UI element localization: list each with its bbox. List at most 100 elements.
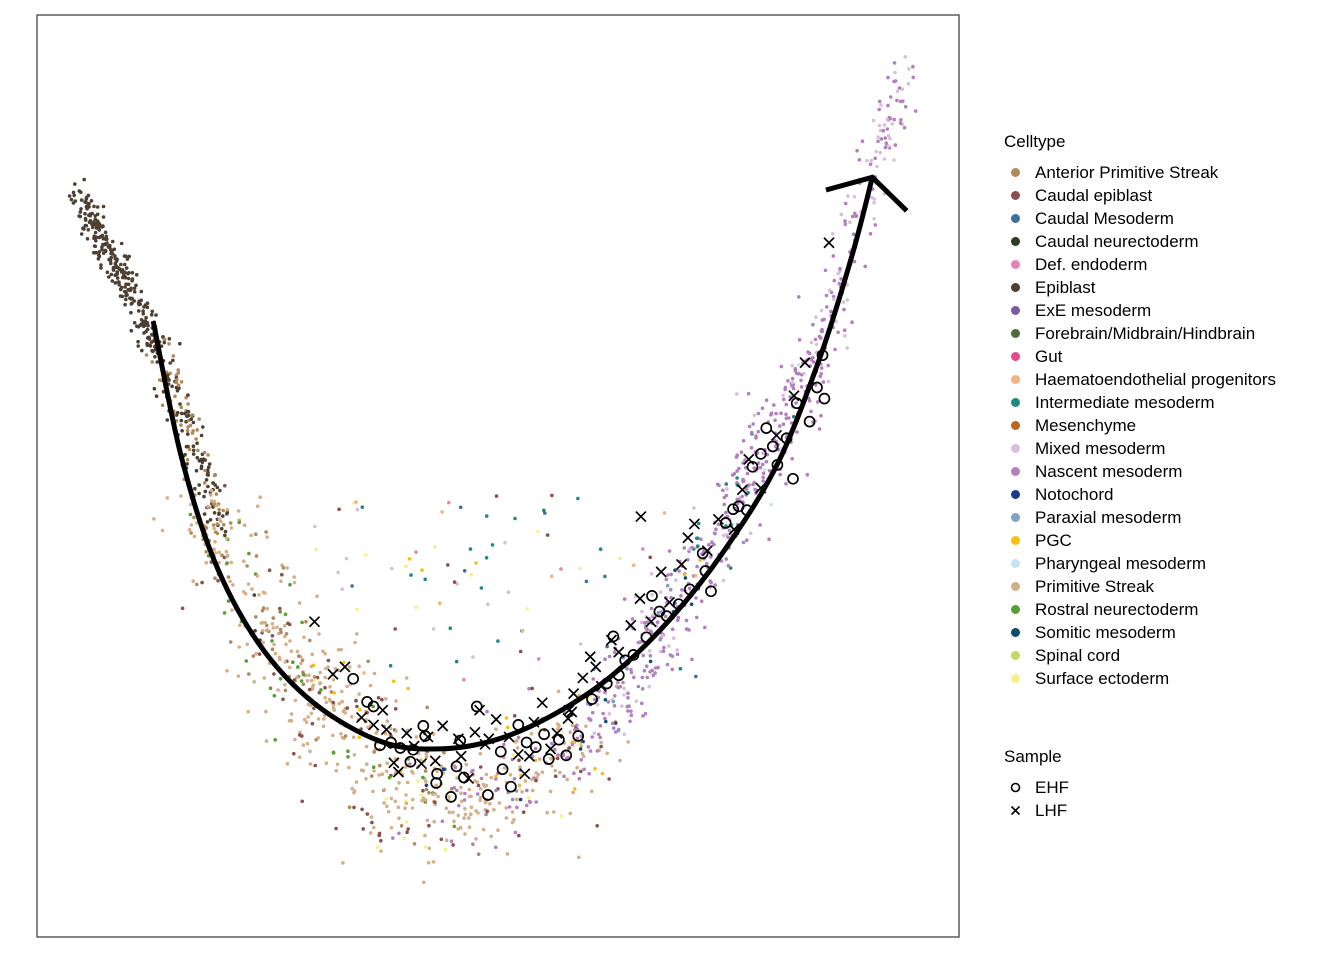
cell-point bbox=[369, 774, 374, 778]
cell-point bbox=[881, 128, 886, 133]
cell-point bbox=[276, 688, 280, 692]
cell-point bbox=[267, 568, 272, 572]
cell-point bbox=[485, 709, 489, 714]
cell-point bbox=[107, 257, 111, 262]
cell-point bbox=[767, 537, 771, 541]
cell-point bbox=[868, 162, 873, 166]
cell-point bbox=[852, 195, 857, 199]
cell-point bbox=[821, 380, 826, 384]
cell-point bbox=[752, 466, 756, 471]
legend-color-key bbox=[1011, 605, 1020, 614]
cell-point bbox=[735, 476, 739, 480]
lhf-marker bbox=[355, 711, 368, 724]
lhf-marker bbox=[473, 704, 486, 716]
legend-label: Forebrain/Midbrain/Hindbrain bbox=[1035, 324, 1256, 343]
cell-point bbox=[879, 103, 883, 107]
cell-point bbox=[405, 780, 410, 785]
cell-point bbox=[452, 786, 457, 790]
cell-point bbox=[793, 366, 798, 371]
cell-point bbox=[99, 266, 103, 270]
cell-point bbox=[631, 563, 636, 568]
cell-point bbox=[288, 639, 292, 643]
cell-point bbox=[629, 713, 634, 717]
cell-point bbox=[740, 494, 744, 499]
cell-point bbox=[350, 786, 355, 791]
legend-label: Caudal Mesoderm bbox=[1035, 209, 1174, 228]
ehf-marker bbox=[430, 777, 443, 789]
legend-label: Primitive Streak bbox=[1035, 577, 1155, 596]
cell-point bbox=[819, 336, 823, 340]
cell-point bbox=[288, 582, 292, 587]
cell-point bbox=[134, 283, 138, 288]
cell-point bbox=[772, 403, 776, 407]
cell-point bbox=[813, 337, 818, 342]
cell-point bbox=[309, 678, 314, 683]
cell-point bbox=[195, 441, 199, 446]
cell-point bbox=[90, 225, 95, 230]
cell-point bbox=[581, 754, 586, 759]
cell-point bbox=[892, 117, 896, 122]
cell-point bbox=[292, 575, 297, 579]
ehf-marker bbox=[470, 700, 483, 713]
cell-point bbox=[424, 752, 429, 756]
cell-point bbox=[474, 837, 478, 841]
cell-point bbox=[607, 712, 612, 716]
cell-point bbox=[662, 645, 666, 650]
cell-points bbox=[67, 55, 918, 885]
cell-point bbox=[606, 700, 611, 704]
cell-point bbox=[406, 827, 411, 831]
cell-point bbox=[481, 827, 486, 832]
cell-point bbox=[883, 145, 888, 150]
cell-point bbox=[208, 518, 213, 522]
cell-point bbox=[796, 363, 801, 367]
cell-point bbox=[199, 464, 204, 469]
cell-point bbox=[178, 341, 182, 346]
cell-point bbox=[261, 640, 266, 645]
lhf-marker bbox=[437, 720, 449, 732]
cell-point bbox=[617, 556, 622, 561]
cell-point bbox=[717, 483, 721, 488]
cell-point bbox=[332, 691, 337, 695]
ehf-marker bbox=[542, 753, 555, 765]
cell-point bbox=[743, 458, 747, 462]
cell-point bbox=[372, 671, 377, 676]
cell-point bbox=[625, 704, 630, 709]
cell-point bbox=[312, 706, 316, 710]
cell-point bbox=[423, 833, 427, 838]
cell-point bbox=[83, 216, 88, 221]
celltype-legend-item: Rostral neurectoderm bbox=[1004, 598, 1276, 621]
cell-point bbox=[226, 575, 231, 579]
cell-point bbox=[279, 579, 283, 583]
cell-point bbox=[309, 711, 314, 716]
cell-point bbox=[185, 428, 190, 433]
cell-point bbox=[675, 648, 679, 652]
celltype-legend-title: Celltype bbox=[1004, 132, 1066, 151]
cell-point bbox=[597, 732, 601, 737]
cell-point bbox=[730, 473, 735, 477]
celltype-legend-item: Primitive Streak bbox=[1004, 575, 1276, 598]
cell-point bbox=[502, 766, 507, 770]
cell-point bbox=[186, 413, 191, 418]
cell-point bbox=[251, 654, 256, 658]
cell-point bbox=[79, 198, 84, 202]
cell-point bbox=[132, 299, 136, 303]
cell-point bbox=[878, 150, 883, 155]
cell-point bbox=[616, 680, 620, 685]
cell-point bbox=[393, 707, 398, 711]
cell-point bbox=[385, 761, 390, 766]
cell-point bbox=[308, 749, 312, 754]
cell-point bbox=[512, 817, 516, 822]
cell-point bbox=[319, 688, 323, 692]
cell-point bbox=[204, 560, 208, 565]
legend-label: Haematoendothelial progenitors bbox=[1035, 370, 1276, 389]
cell-point bbox=[667, 549, 672, 553]
cell-point bbox=[265, 535, 270, 539]
celltype-legend-item: Gut bbox=[1004, 345, 1276, 368]
lhf-marker bbox=[327, 668, 339, 680]
cell-point bbox=[323, 675, 327, 680]
cell-point bbox=[604, 719, 608, 724]
cell-point bbox=[496, 828, 500, 832]
lhf-marker bbox=[455, 750, 467, 762]
cell-point bbox=[703, 625, 707, 630]
cell-point bbox=[141, 309, 145, 313]
